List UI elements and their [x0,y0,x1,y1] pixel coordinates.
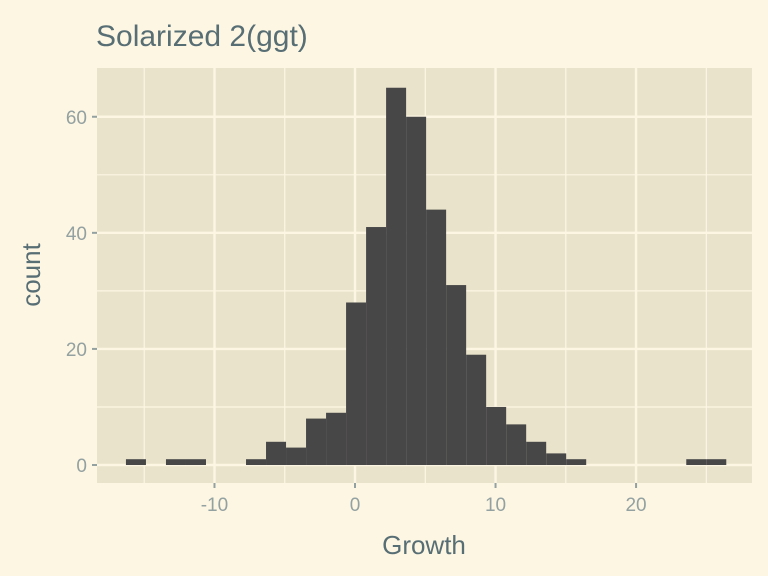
histogram-bar [406,116,427,466]
histogram-bar [366,227,387,466]
histogram-bar [566,459,587,466]
histogram-bar [286,447,307,466]
x-tick-label: 10 [485,495,506,516]
y-tick-label: 60 [66,108,87,129]
histogram-bar [446,285,467,466]
axes: -10 0 10 20 0 20 40 60 [66,108,647,516]
x-tick-label: -10 [201,495,228,516]
y-tick-label: 40 [66,224,87,245]
histogram-bar [185,459,206,466]
histogram-bar [165,459,186,466]
chart-title: Solarized 2(ggt) [96,20,308,53]
bars [125,87,727,466]
y-tick-label: 0 [76,456,87,477]
histogram-bar [306,418,327,466]
histogram-bar [466,354,487,466]
histogram-bar [546,453,567,466]
x-tick-label: 0 [350,495,361,516]
histogram-bar [486,406,507,466]
y-tick-label: 20 [66,340,87,361]
x-axis-label: Growth [382,530,466,560]
histogram-bar [426,209,447,466]
histogram-bar [506,424,527,466]
y-axis-label: count [16,242,46,306]
histogram-bar [526,441,547,466]
histogram-bar [706,459,727,466]
histogram-bar [386,87,407,466]
histogram-bar [686,459,707,466]
x-tick-label: 20 [625,495,646,516]
histogram-bar [346,302,367,466]
histogram-bar [266,441,287,466]
histogram-bar [326,412,347,466]
histogram-bar [246,459,267,466]
histogram-bar [125,459,146,466]
